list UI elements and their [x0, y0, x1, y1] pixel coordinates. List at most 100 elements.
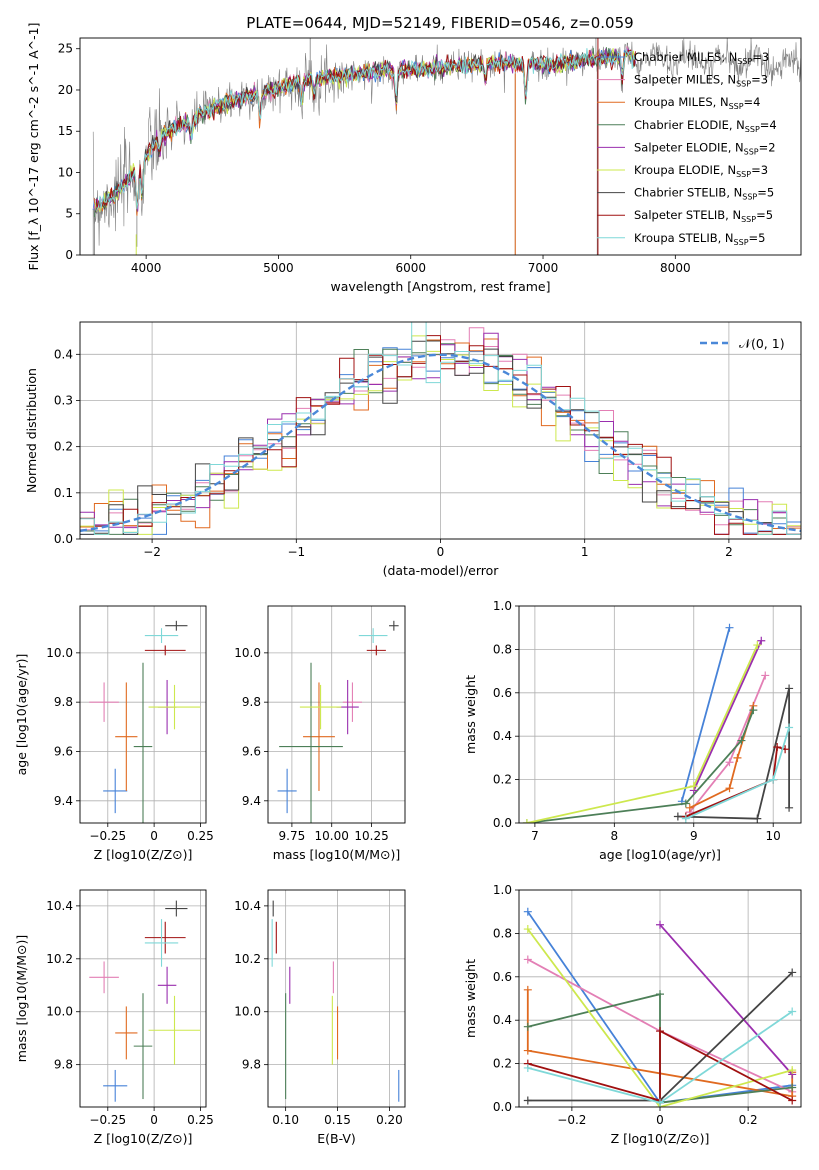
weight-marker	[523, 925, 532, 934]
weight-marker	[788, 1096, 797, 1105]
y-axis-label: Flux [f_λ 10^-17 erg cm^-2 s^-1 A^-1]	[26, 23, 41, 271]
weight-marker	[523, 1096, 532, 1105]
legend-entry-sub: SSP	[744, 147, 759, 156]
weight-marker	[785, 723, 794, 732]
y-tick-label: 0.2	[54, 440, 73, 454]
y-tick-label: 10.0	[234, 646, 261, 660]
legend-entry-sub: SSP	[736, 80, 751, 89]
legend-entry: Salpeter MILES, NSSP=3	[634, 73, 768, 89]
gridlines	[519, 605, 801, 824]
x-tick-label: 2	[725, 545, 733, 559]
x-tick-label: −1	[287, 545, 305, 559]
weight-marker	[753, 814, 762, 823]
legend-entry-name: Salpeter STELIB	[634, 208, 725, 222]
y-tick-label: 0.4	[493, 1013, 512, 1027]
x-tick-label: 9	[690, 829, 698, 843]
panel-age-vs-mass: 9.75 10.00 10.25 9.4 9.6 9.8 10.0 mass [log10(M…	[234, 605, 406, 862]
y-tick-label: 10	[58, 165, 73, 179]
legend: Chabrier MILES, NSSP=3 Salpeter MILES, NS…	[597, 50, 777, 247]
y-tick-label: 10.0	[46, 646, 73, 660]
weight-marker	[785, 803, 794, 812]
panel-mass-vs-z: −0.25 0 0.25 9.8 10.0 10.2 10.4 Z [log10(Z/Z⊙)]…	[14, 889, 214, 1146]
weight-marker	[689, 782, 698, 791]
y-tick-label: 0.2	[493, 773, 512, 787]
plot-area-weight-vs-age	[522, 623, 794, 823]
weight-marker	[522, 819, 531, 823]
weight-marker	[725, 623, 734, 632]
histogram-kroupa-stelib	[80, 322, 801, 535]
weight-marker	[788, 1083, 797, 1092]
legend-entry-sub: SSP	[729, 102, 744, 111]
weight-marker	[681, 814, 690, 823]
y-tick-label: 0.8	[493, 926, 512, 940]
x-tick-label: 6000	[395, 261, 426, 275]
plot-area-residuals	[80, 322, 801, 535]
y-axis-label: mass weight	[463, 675, 478, 754]
legend-entry-name: Kroupa MILES	[634, 95, 713, 109]
y-tick-label: 0.2	[493, 1057, 512, 1071]
weight-marker	[673, 812, 682, 821]
weight-marker	[737, 736, 746, 745]
weight-marker	[757, 636, 766, 645]
legend-entry-n: , N	[728, 140, 744, 154]
x-axis-label: Z [log10(Z/Z⊙)]	[611, 1131, 710, 1146]
y-tick-label: 0.0	[493, 1100, 512, 1114]
legend-entry: Salpeter STELIB, NSSP=5	[634, 208, 773, 224]
legend-entry-name: Kroupa STELIB	[634, 231, 718, 245]
y-tick-label: 10.4	[46, 899, 73, 913]
legend-entry: Salpeter ELODIE, NSSP=2	[634, 140, 776, 156]
axes-frame	[79, 889, 207, 1108]
panel-weight-vs-age: 7 8 9 10 0.0 0.2 0.4 0.6 0.8 1.0 age [log10(age/yr…	[463, 599, 802, 862]
y-tick-label: 5	[65, 207, 73, 221]
axes-frame	[518, 605, 802, 824]
x-tick-label: 7000	[528, 261, 559, 275]
weight-marker	[656, 1027, 664, 1036]
panel-spectrum: 4000 5000 6000 7000 8000 0 5 10 15 20 25 wavelength…	[26, 23, 802, 294]
axes-frame	[267, 889, 406, 1108]
panel-age-vs-z: −0.25 0 0.25 9.4 9.6 9.8 10.0 Z [log10(Z/Z⊙)] ag…	[14, 605, 214, 862]
y-tick-label: 10.2	[234, 952, 261, 966]
y-axis-label: age [log10(age/yr)]	[14, 654, 29, 776]
legend-entry-n: , N	[721, 50, 737, 64]
model-line	[95, 50, 636, 213]
x-tick-label: 5000	[263, 261, 294, 275]
y-tick-label: 0.1	[54, 486, 73, 500]
x-axis-label: mass [log10(M/M⊙)]	[273, 847, 401, 862]
x-axis-label: Z [log10(Z/Z⊙)]	[94, 1131, 193, 1146]
y-tick-label: 0.0	[54, 532, 73, 546]
plot-area-weight-vs-z	[523, 907, 797, 1107]
x-tick-label: 0	[150, 829, 158, 843]
gridlines	[268, 890, 405, 1107]
y-axis-label: mass weight	[463, 959, 478, 1038]
legend-entry-n: , N	[729, 118, 745, 132]
weight-marker	[785, 684, 794, 693]
x-tick-label: 8000	[660, 261, 691, 275]
weight-marker	[725, 758, 734, 767]
weight-marker	[523, 1063, 532, 1072]
legend-entry: Kroupa MILES, NSSP=4	[634, 95, 761, 111]
x-tick-label: 8	[611, 829, 619, 843]
legend-entry-n: , N	[718, 231, 734, 245]
legend-entry-sub: SSP	[741, 215, 756, 224]
y-tick-label: 25	[58, 42, 73, 56]
weight-marker	[523, 907, 532, 916]
legend-normal-label: 𝒩(0, 1)	[739, 336, 785, 351]
weight-line	[526, 709, 755, 823]
x-tick-label: 7	[531, 829, 539, 843]
panel-weight-vs-z: −0.2 0 0.2 0.0 0.2 0.4 0.6 0.8 1.0 Z [log10(Z/Z⊙)…	[463, 883, 802, 1146]
legend-entry-sub: SSP	[742, 193, 757, 202]
weight-line	[527, 928, 793, 1107]
legend-entry: Chabrier MILES, NSSP=3	[634, 50, 769, 66]
legend-entry-name: Chabrier ELODIE	[634, 118, 729, 132]
gridlines	[268, 606, 405, 823]
y-tick-label: 10.2	[46, 952, 73, 966]
weight-line	[677, 688, 790, 820]
y-axis-label: Normed distribution	[24, 368, 39, 493]
plot-area-spectrum	[92, 38, 801, 255]
legend-entry-nssp: =4	[744, 95, 761, 109]
y-tick-label: 0	[65, 248, 73, 262]
legend-entry-nssp: =3	[751, 163, 768, 177]
y-axis-label: mass [log10(M/M⊙)]	[14, 935, 29, 1063]
weight-marker	[788, 1066, 797, 1075]
x-tick-label: 9.75	[279, 829, 306, 843]
